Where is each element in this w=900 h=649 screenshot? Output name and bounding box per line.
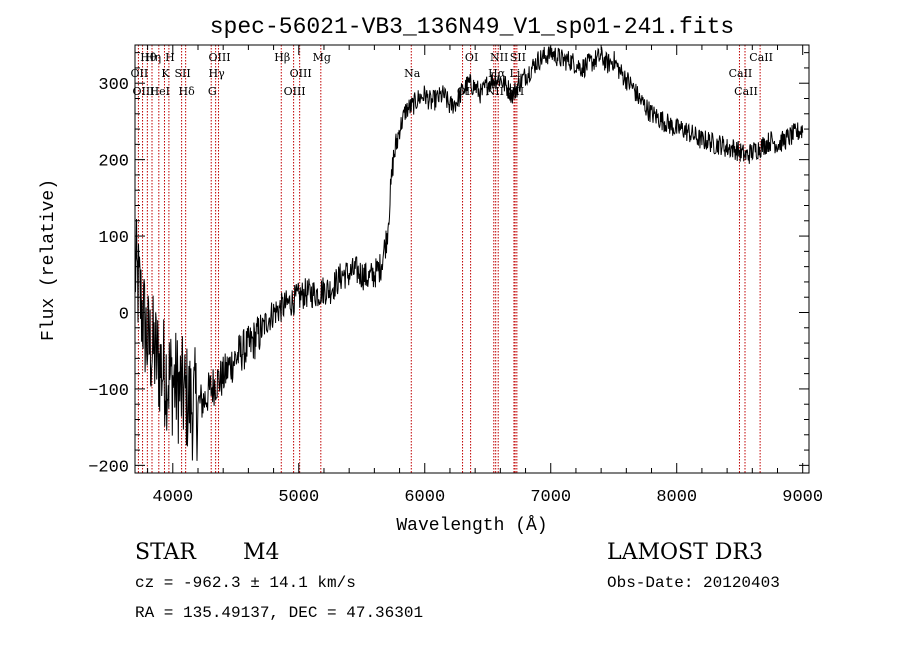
spectrum-layer [134,46,804,461]
x-tick-label: 8000 [656,488,697,507]
y-tick-label: −200 [88,458,129,477]
marker-label: CaII [729,67,753,80]
marker-label: Hα [488,67,506,80]
object-class: STAR [135,540,196,565]
y-tick-label: 300 [98,76,129,95]
x-tick-label: 6000 [404,488,445,507]
marker-label: Hη [145,51,161,64]
marker-label: OII [131,67,149,80]
marker-label: K [161,67,170,80]
x-axis-ticks: 4000 5000 6000 7000 8000 9000 [147,45,823,507]
y-axis-ticks: −200 −100 0 100 200 300 [88,52,809,477]
marker-label: Hθ [140,51,157,64]
x-tick-label: 5000 [278,488,319,507]
y-tick-label: 100 [98,229,129,248]
marker-label: G [208,85,217,98]
marker-label: OI [457,85,470,98]
x-tick-label: 4000 [152,488,193,507]
survey-name: LAMOST DR3 [607,540,763,565]
marker-label: NII [486,85,504,98]
marker-label: SII [174,67,190,80]
marker-label: CaII [734,85,758,98]
spectrum-line [134,46,804,461]
marker-label: OIII [284,85,306,98]
coordinates: RA = 135.49137, DEC = 47.36301 [135,604,424,622]
object-subclass: M4 [243,540,280,565]
marker-label: OIII [290,67,312,80]
chart-title: spec-56021-VB3_136N49_V1_sp01-241.fits [210,14,735,40]
marker-lines [137,45,761,473]
y-tick-label: −100 [88,382,129,401]
marker-label: SII [510,51,526,64]
marker-label: Li [510,67,521,80]
marker-label: CaII [749,51,773,64]
marker-label: SII [508,85,524,98]
marker-label: Hδ [179,85,196,98]
marker-label: OIII [133,85,155,98]
x-tick-label: 9000 [782,488,823,507]
y-tick-label: 200 [98,153,129,172]
x-axis-label: Wavelength (Å) [396,515,547,536]
y-tick-label: 0 [119,306,129,325]
plot-frame [134,44,810,474]
marker-label: OI [465,51,478,64]
y-axis-label: Flux (relative) [39,179,59,341]
observation-date: Obs-Date: 20120403 [607,574,780,592]
redshift-velocity: cz = -962.3 ± 14.1 km/s [135,574,356,592]
marker-label: Mg [313,51,331,64]
marker-label: H [165,51,175,64]
marker-label: Hγ [209,67,226,80]
marker-label: Hβ [274,51,290,64]
marker-label: NII [490,51,508,64]
marker-label: HeI [150,85,170,98]
marker-labels: HθOIIOIIIHηKHeIHSIIHδOIIIHγGHβOIIIOIIIMg… [131,51,773,98]
x-tick-label: 7000 [530,488,571,507]
marker-label: OIII [208,51,230,64]
marker-label: Na [404,67,421,80]
